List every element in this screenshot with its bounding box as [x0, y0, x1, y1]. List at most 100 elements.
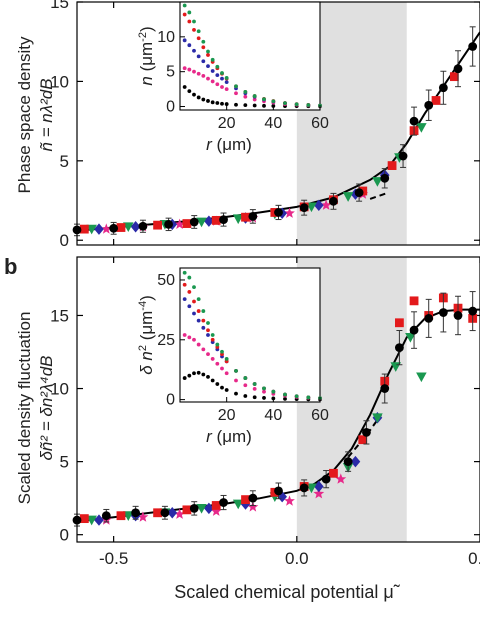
panel-b-inset-point — [206, 352, 210, 357]
panel-b-inset-point — [215, 361, 220, 366]
panel-a-inset-point — [187, 89, 192, 94]
panel-b-inset-point — [262, 389, 266, 394]
panel-b-point — [362, 427, 371, 437]
panel-a-point — [86, 224, 97, 235]
panel-b-inset-point — [252, 386, 257, 391]
panel-b-point — [313, 488, 325, 499]
panel-b-inset-point — [187, 373, 192, 378]
panel-a-inset-point — [182, 38, 187, 43]
panel-b-point — [409, 296, 419, 306]
panel-b-inset-ytick-label-0: 0 — [166, 392, 175, 409]
panel-a-inset-point — [192, 19, 196, 24]
panel-a-inset-point — [224, 80, 229, 85]
panel-a-inset-ylabel-symbol: n — [137, 76, 156, 85]
panel-b-inset-point — [252, 395, 257, 400]
panel-a-inset-point — [187, 10, 192, 15]
panel-a-inset-point — [220, 76, 224, 81]
panel-b-inset-xlabel-symbol: r — [206, 427, 216, 446]
panel-a-inset-point — [243, 89, 248, 94]
panel-b-inset-xlabel-unit: (μm) — [217, 427, 252, 446]
panel-a-point — [248, 212, 258, 221]
panel-b-point — [94, 514, 104, 526]
panel-a-inset-point — [271, 99, 276, 104]
panel-b-inset-point — [220, 349, 224, 354]
panel-b-point — [204, 502, 214, 515]
panel-b-point — [372, 413, 383, 424]
panel-b-inset-ylabel-symbol-exp: 2 — [137, 345, 149, 351]
panel-b-point — [424, 313, 434, 323]
panel-a-inset-point — [262, 97, 266, 102]
panel-b-ytick-label-1: 5 — [60, 453, 69, 472]
panel-b-inset-point — [220, 385, 224, 390]
panel-b-point — [116, 511, 126, 521]
panel-a-point — [138, 221, 148, 231]
panel-b-point — [232, 499, 244, 510]
panel-a-inset-point — [196, 54, 201, 59]
panel-b-point — [131, 508, 141, 518]
panel-a-point — [274, 208, 283, 217]
panel-b-ylabel-line1: Scaled density fluctuation — [15, 312, 34, 505]
panel-b-point — [468, 306, 478, 316]
panel-b-inset-ylabel-unit: (μm — [137, 311, 156, 345]
panel-a-inset-point — [187, 67, 192, 72]
panel-a-inset-ylabel: n (μm-2) — [137, 26, 156, 85]
panel-b-inset-ylabel-symbol: δ n — [137, 351, 156, 375]
panel-a-point — [94, 223, 104, 235]
panel-a-inset-point — [192, 69, 196, 74]
panel-a-point — [130, 221, 141, 233]
panel-a-ticks: 0 5 10 15 — [50, 0, 480, 250]
panel-a-point — [299, 203, 309, 213]
panel-b-inset-point — [201, 372, 206, 377]
panel-b-point — [343, 457, 353, 467]
panel-a-point — [153, 220, 162, 230]
panel-b-point — [153, 508, 162, 518]
panel-b-xtick-label-0: -0.5 — [99, 549, 128, 568]
panel-a-ylabel-line2: ñ = nλ²dB — [37, 78, 56, 151]
panel-b-inset-point — [271, 389, 276, 394]
panel-a-point — [123, 222, 134, 233]
panel-a-inset-point — [206, 99, 210, 103]
panel-b-inset-point — [196, 370, 201, 375]
panel-b-inset-point — [196, 318, 201, 323]
panel-b-inset-point — [182, 333, 187, 337]
panel-b-inset-ylabel: δ n2 (μm-4) — [137, 295, 156, 375]
panel-b-inset-point — [206, 321, 210, 325]
panel-a-point — [196, 217, 207, 228]
panel-b-inset-point — [187, 304, 192, 309]
panel-a-inset-point — [224, 76, 229, 80]
panel-b-frame — [76, 256, 480, 543]
panel-a-inset-point — [182, 66, 187, 71]
panel-b-inset-point — [234, 378, 238, 383]
panel-a-inset-point — [182, 3, 187, 8]
panel-b-inset-point — [210, 333, 215, 337]
panel-a-fit-dashed-line — [369, 191, 389, 200]
panel-b-point — [299, 483, 309, 493]
panel-b-point — [101, 511, 111, 521]
panel-b-inset-point — [306, 395, 311, 400]
panel-b-point — [284, 495, 295, 506]
panel-a-inset-xlabel: r (μm) — [206, 135, 252, 154]
panel-b-point — [160, 508, 170, 518]
panel-a-inset-point — [196, 36, 201, 41]
panel-a-point — [174, 218, 185, 229]
panel-b-point — [189, 503, 199, 513]
panel-b-point — [395, 343, 404, 353]
panel-a-ytick-label-1: 5 — [60, 152, 69, 171]
panel-b-inset-point — [192, 311, 196, 316]
panel-a-inset-ytick-label-1: 5 — [166, 64, 175, 81]
panel-b-inset-frame — [179, 267, 321, 403]
panel-b-inset-point — [234, 368, 238, 373]
panel-a-inset-point — [215, 73, 220, 78]
panel-a-inset-point — [234, 84, 238, 89]
panel-a-ytick-label-2: 10 — [50, 72, 69, 91]
panel-a-inset-point — [192, 27, 196, 32]
panel-b-inset-xtick-label-2: 60 — [311, 407, 329, 424]
panel-b-inset-point — [187, 335, 192, 340]
panel-b-inset-point — [187, 290, 192, 294]
panel-a-inset-point — [224, 87, 229, 91]
panel-a-point — [387, 161, 397, 170]
panel-a-inset-point — [206, 53, 210, 57]
panel-a-point — [416, 123, 427, 133]
